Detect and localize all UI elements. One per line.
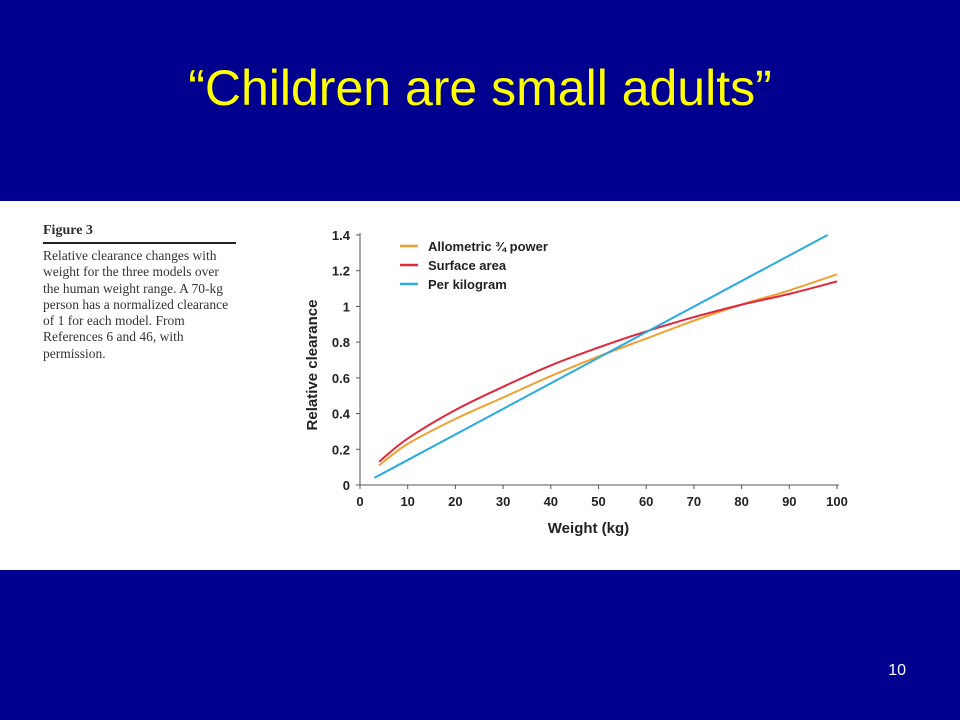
x-tick-label: 90 xyxy=(782,494,796,509)
x-tick-label: 20 xyxy=(448,494,462,509)
series-line-allometric-power xyxy=(378,273,838,467)
series-line-surface-area xyxy=(378,280,838,463)
x-tick-label: 50 xyxy=(591,494,605,509)
slide-number: 10 xyxy=(888,662,906,679)
figure-panel: Figure 3 Relative clearance changes with… xyxy=(0,201,960,570)
x-tick-label: 80 xyxy=(734,494,748,509)
x-tick-label: 60 xyxy=(639,494,653,509)
x-tick-label: 30 xyxy=(496,494,510,509)
series-lines xyxy=(373,234,838,479)
legend-label-per-kilogram: Per kilogram xyxy=(428,277,507,292)
y-tick-label: 1 xyxy=(343,299,350,314)
x-tick-label: 70 xyxy=(687,494,701,509)
y-tick-label: 0.8 xyxy=(332,335,350,350)
x-tick-label: 40 xyxy=(544,494,558,509)
x-tick-label: 10 xyxy=(400,494,414,509)
slide-title: “Children are small adults” xyxy=(188,60,772,116)
y-tick-label: 0.4 xyxy=(332,407,351,422)
caption-heading: Figure 3 xyxy=(43,223,236,244)
x-axis-title: Weight (kg) xyxy=(548,520,629,537)
legend-label-surface-area: Surface area xyxy=(428,258,507,273)
legend: Allometric ¾ power Surface area Per kilogr… xyxy=(400,239,548,292)
x-tick-label: 0 xyxy=(356,494,363,509)
y-axis-title: Relative clearance xyxy=(304,300,321,431)
y-tick-label: 1.2 xyxy=(332,264,350,279)
figure-caption: Figure 3 Relative clearance changes with… xyxy=(43,223,236,362)
x-tick-label: 100 xyxy=(826,494,848,509)
legend-label-allometric-power: Allometric ¾ power xyxy=(428,239,548,254)
series-line-per-kilogram xyxy=(373,234,828,479)
y-tick-label: 0.6 xyxy=(332,371,350,386)
clearance-chart: 0 10 20 30 40 50 60 70 80 90 100 0 0.2 0.4 0.6 0.8 1 1.2 1… xyxy=(304,228,848,537)
y-tick-label: 1.4 xyxy=(332,228,351,243)
y-tick-label: 0.2 xyxy=(332,442,350,457)
caption-text: Relative clearance changes with weight f… xyxy=(43,248,229,361)
y-tick-label: 0 xyxy=(343,478,350,493)
axes: 0 10 20 30 40 50 60 70 80 90 100 0 0.2 0.4 0.6 0.8 1 1.2 1… xyxy=(304,228,848,537)
